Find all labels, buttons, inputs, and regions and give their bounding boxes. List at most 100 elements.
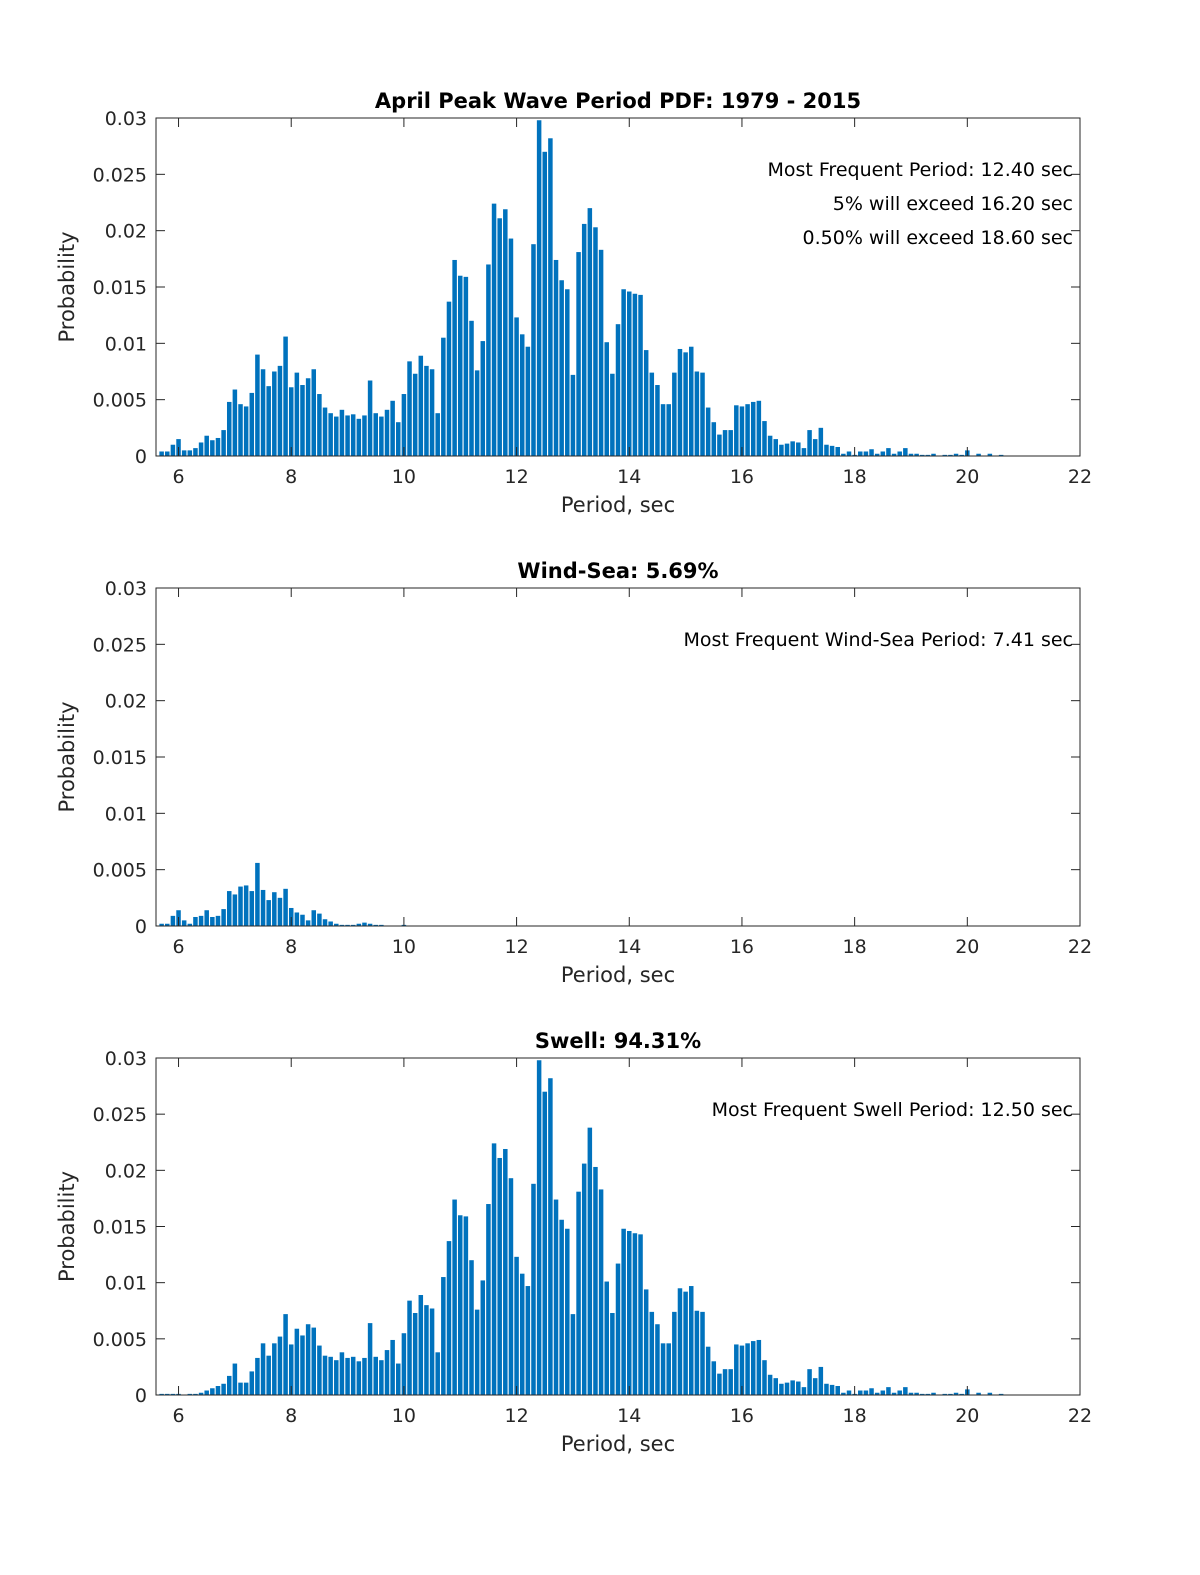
bar — [553, 259, 559, 456]
bar — [356, 418, 362, 456]
bar — [886, 448, 891, 456]
bar — [717, 434, 722, 456]
bar — [700, 372, 705, 456]
bar — [503, 1148, 508, 1395]
bar — [210, 916, 215, 926]
bar — [486, 1204, 491, 1395]
bar — [559, 280, 564, 456]
bar — [165, 451, 170, 456]
bar — [350, 414, 356, 456]
bar — [221, 909, 226, 926]
bar — [570, 374, 576, 456]
bar — [300, 914, 305, 926]
bar — [858, 451, 863, 456]
bar — [891, 1392, 897, 1395]
x-tick-label: 22 — [1068, 1405, 1092, 1427]
bar — [914, 1392, 919, 1395]
bar — [272, 371, 277, 456]
bar — [942, 1393, 948, 1395]
y-tick-label: 0.015 — [93, 747, 147, 769]
bar — [976, 1392, 981, 1395]
bar — [373, 413, 378, 456]
bar — [666, 1343, 671, 1395]
bar — [531, 244, 536, 456]
bar — [593, 227, 598, 456]
bar — [356, 923, 362, 926]
bar — [418, 355, 424, 456]
chart-title: Swell: 94.31% — [535, 1029, 701, 1053]
bar — [255, 1357, 260, 1395]
bar — [215, 437, 221, 456]
bar — [272, 1343, 277, 1395]
bar — [159, 451, 164, 456]
bar — [621, 1228, 626, 1395]
bar — [339, 924, 345, 926]
bar — [734, 1344, 739, 1395]
bar — [232, 389, 238, 456]
bar — [260, 889, 266, 926]
bar — [739, 406, 745, 456]
bar — [998, 1393, 1004, 1395]
x-tick-label: 22 — [1068, 936, 1092, 958]
bar — [435, 413, 440, 456]
bar — [576, 1191, 581, 1395]
bar — [615, 1263, 621, 1395]
bar — [198, 915, 204, 926]
bar — [953, 1392, 959, 1395]
bar — [903, 1387, 908, 1395]
bar-series — [159, 120, 1004, 457]
y-tick-label: 0.025 — [93, 1104, 147, 1126]
bar — [322, 919, 328, 926]
bar — [880, 451, 886, 456]
x-tick-label: 18 — [843, 936, 867, 958]
bar — [643, 1289, 649, 1395]
bar — [688, 1286, 694, 1395]
bar — [587, 1127, 593, 1395]
bar — [536, 1060, 542, 1395]
y-tick-label: 0.02 — [105, 221, 147, 243]
x-axis-label: Period, sec — [561, 1432, 675, 1456]
bar — [649, 372, 655, 456]
x-tick-label: 22 — [1068, 466, 1092, 488]
bar — [672, 1311, 677, 1395]
bar — [683, 1291, 688, 1395]
bar — [908, 453, 914, 456]
bar — [576, 252, 581, 456]
bar-series — [159, 1060, 1004, 1395]
bar — [818, 1366, 824, 1395]
bar — [807, 430, 812, 456]
bar — [987, 453, 993, 456]
bar — [193, 448, 198, 456]
bar — [249, 1371, 255, 1395]
bar — [446, 1241, 452, 1395]
bar — [548, 1078, 553, 1395]
bar — [756, 400, 762, 456]
bar — [874, 453, 880, 456]
bar — [891, 453, 897, 456]
bar — [914, 453, 919, 456]
bar — [339, 1352, 345, 1395]
bar — [170, 1393, 176, 1395]
bar — [311, 369, 317, 456]
bar — [452, 1199, 457, 1395]
bar — [311, 910, 317, 926]
bar — [345, 1357, 350, 1395]
bar — [948, 454, 953, 456]
bar — [350, 924, 356, 926]
bar — [345, 415, 350, 456]
bar — [745, 404, 750, 456]
bar — [919, 1393, 925, 1395]
bar — [474, 1309, 480, 1395]
bar — [170, 915, 176, 926]
bar — [536, 120, 542, 456]
bar — [463, 276, 469, 456]
bar — [694, 1310, 700, 1395]
x-tick-label: 8 — [285, 936, 297, 958]
bar — [373, 924, 378, 926]
bar — [863, 451, 869, 456]
x-tick-label: 8 — [285, 466, 297, 488]
y-tick-label: 0.02 — [105, 691, 147, 713]
x-tick-label: 16 — [730, 936, 754, 958]
x-tick-label: 20 — [955, 1405, 979, 1427]
bar — [187, 450, 193, 456]
